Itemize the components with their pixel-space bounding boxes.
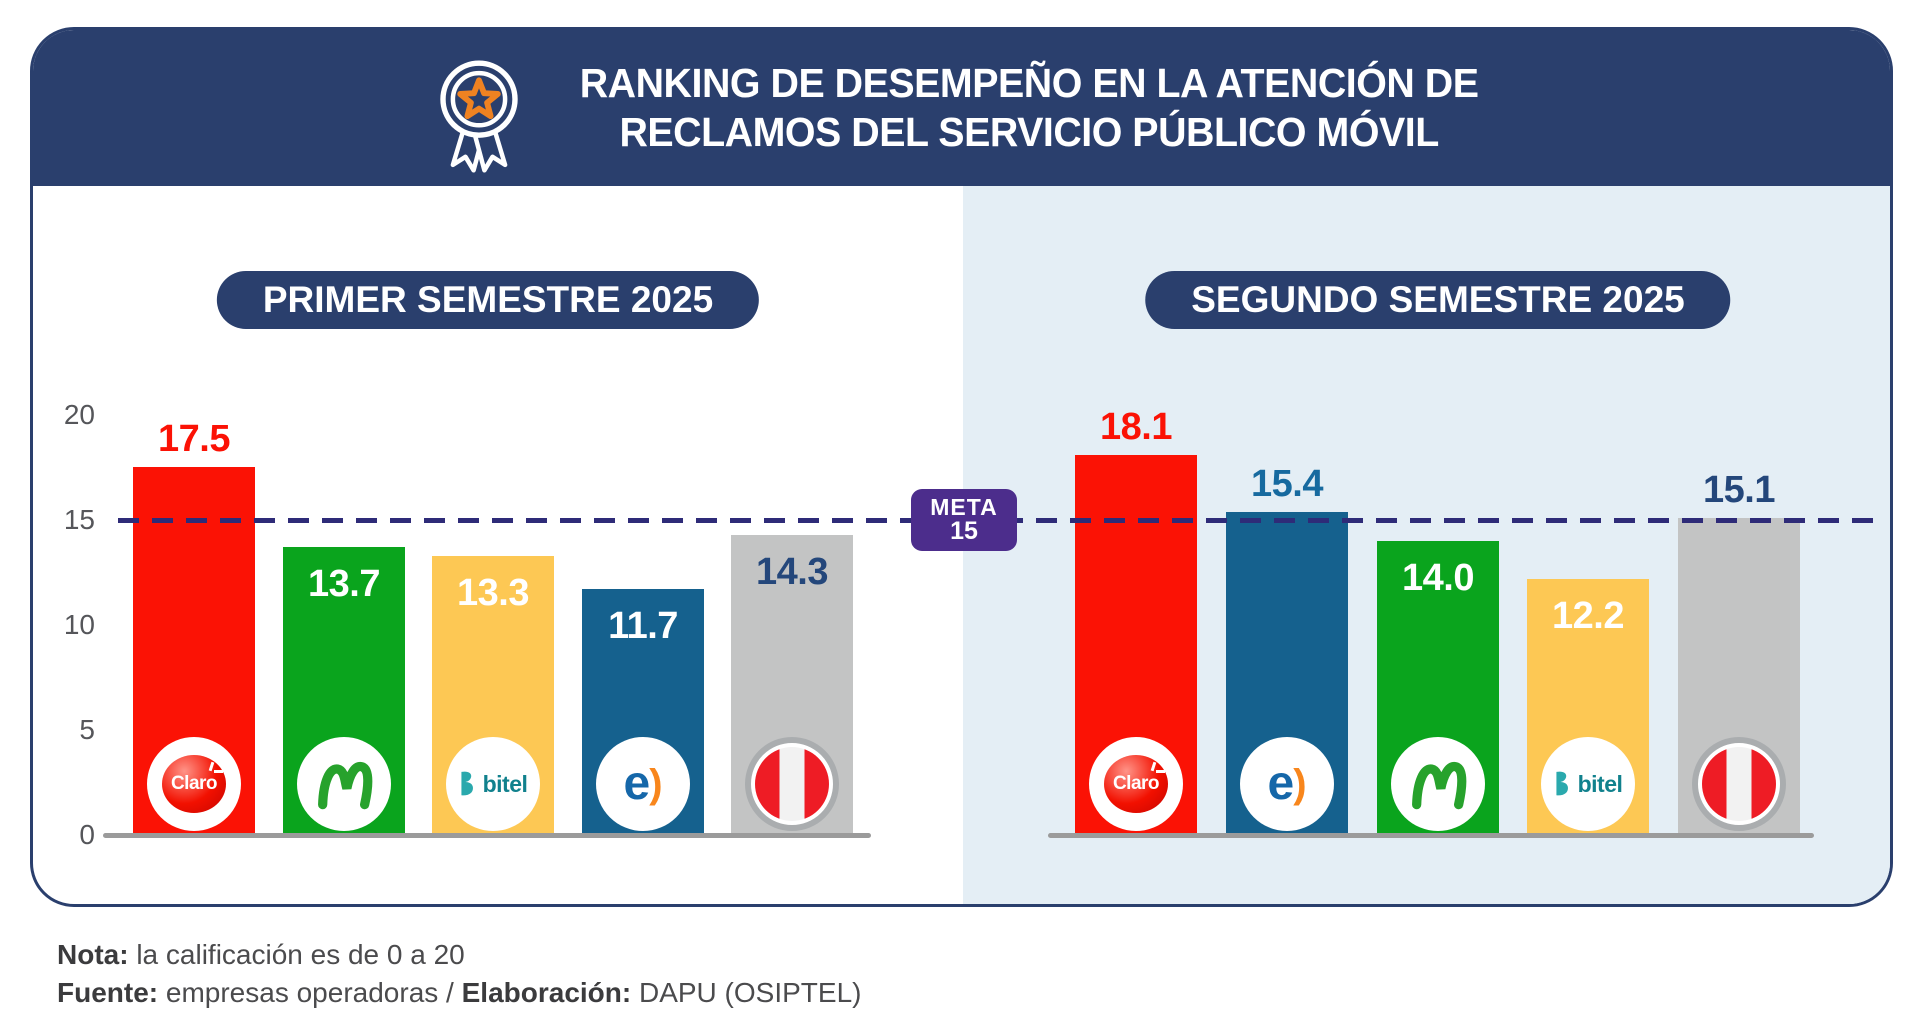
bar-entel-s2: 15.4 e) [1226,463,1348,835]
note-text: la calificación es de 0 a 20 [128,939,465,970]
award-medal-icon [425,47,533,173]
claro-logo: Claro [162,755,226,813]
bar-movistar-s2: 14.0 [1377,541,1499,835]
baseline-first-semester [103,833,871,838]
peru-flag-logo [1702,747,1776,821]
logo-circle-peru [745,737,839,831]
value-label-entel-s2: 15.4 [1251,463,1323,505]
title-line-2: RECLAMOS DEL SERVICIO PÚBLICO MÓVIL [619,109,1440,155]
value-label-peru-s2: 15.1 [1703,469,1775,511]
logo-circle-peru [1692,737,1786,831]
meta-label: META [930,494,998,520]
bitel-logo: bitel [459,771,528,798]
value-label-bitel-s2: 12.2 [1552,595,1624,637]
logo-circle-claro: Claro [147,737,241,831]
logo-circle-bitel: bitel [1541,737,1635,831]
y-tick-15: 15 [63,504,95,535]
footer-note-line: Nota: la calificación es de 0 a 20 [57,936,861,974]
value-label-peru-s1: 14.3 [756,551,828,593]
entel-logo: e) [1267,757,1307,810]
baseline-second-semester [1048,833,1814,838]
source-text: empresas operadoras / [158,977,462,1008]
ranking-card: RANKING DE DESEMPEÑO EN LA ATENCIÓN DE R… [30,27,1893,907]
badge-primer-semestre: PRIMER SEMESTRE 2025 [216,271,760,329]
meta-value: 15 [950,517,978,545]
y-tick-5: 5 [79,714,95,745]
bar-movistar-s1: 13.7 [283,547,405,835]
bar-peru-s2: 15.1 [1678,469,1800,835]
footer-source-line: Fuente: empresas operadoras / Elaboració… [57,974,861,1012]
logo-circle-movistar [297,737,391,831]
header: RANKING DE DESEMPEÑO EN LA ATENCIÓN DE R… [33,30,1890,186]
elab-label: Elaboración: [461,977,632,1008]
bar-claro-s1: 17.5 Claro [133,418,255,835]
elab-text: DAPU (OSIPTEL) [631,977,862,1008]
page-title: RANKING DE DESEMPEÑO EN LA ATENCIÓN DE R… [580,59,1479,157]
value-label-movistar-s1: 13.7 [308,563,380,605]
value-label-entel-s1: 11.7 [608,605,678,647]
y-tick-10: 10 [63,609,95,640]
bar-claro-s2: 18.1 Claro [1075,406,1197,835]
logo-circle-entel: e) [596,737,690,831]
badge-segundo-semestre: SEGUNDO SEMESTRE 2025 [1145,271,1731,329]
value-label-claro-s1: 17.5 [158,418,230,460]
entel-logo: e) [623,757,663,810]
peru-flag-logo [755,747,829,821]
meta-badge: META 15 [911,489,1017,551]
value-label-claro-s2: 18.1 [1100,406,1172,448]
y-tick-20: 20 [63,399,95,430]
movistar-logo [318,761,373,810]
logo-circle-claro: Claro [1089,737,1183,831]
footer-notes: Nota: la calificación es de 0 a 20 Fuent… [57,936,861,1012]
title-line-1: RANKING DE DESEMPEÑO EN LA ATENCIÓN DE [580,59,1479,106]
value-label-movistar-s2: 14.0 [1402,557,1474,599]
movistar-logo [1412,761,1467,810]
logo-circle-bitel: bitel [446,737,540,831]
logo-circle-movistar [1391,737,1485,831]
claro-logo: Claro [1104,755,1168,813]
bar-bitel-s1: 13.3 bitel [432,556,554,835]
source-label: Fuente: [57,977,159,1008]
bar-peru-s1: 14.3 [731,535,853,835]
value-label-bitel-s1: 13.3 [457,572,529,614]
bar-bitel-s2: 12.2 bitel [1527,579,1649,835]
bitel-logo: bitel [1554,771,1623,798]
y-tick-0: 0 [79,819,95,850]
note-label: Nota: [57,939,129,970]
bar-entel-s1: 11.7 e) [582,589,704,835]
logo-circle-entel: e) [1240,737,1334,831]
